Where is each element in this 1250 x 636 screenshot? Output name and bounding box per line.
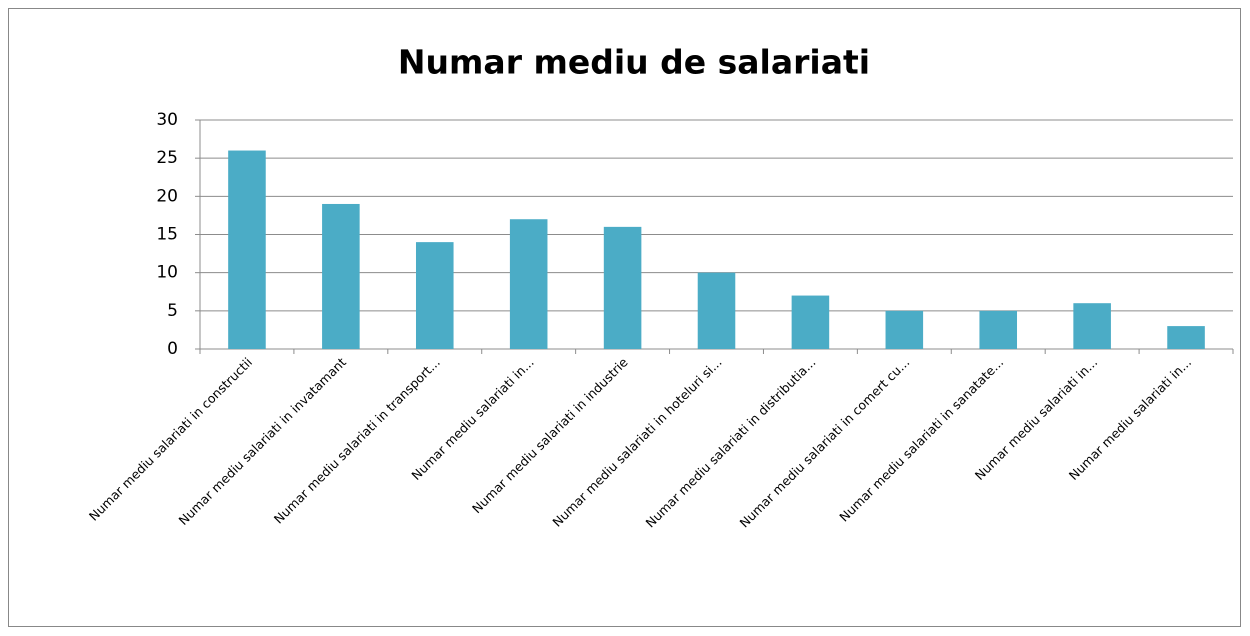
bar (979, 310, 1018, 349)
y-tick-label: 15 (156, 225, 178, 245)
bar (509, 219, 548, 349)
y-tick-label: 30 (156, 110, 178, 130)
y-tick-label: 25 (156, 148, 178, 168)
chart-title: Numar mediu de salariati (398, 43, 870, 82)
bar (322, 203, 360, 349)
bar (603, 226, 642, 349)
bar (228, 150, 266, 349)
bar (885, 310, 924, 349)
bar (1073, 303, 1111, 349)
bar (1167, 326, 1205, 349)
bar (415, 242, 454, 349)
y-tick-label: 5 (167, 301, 178, 321)
y-tick-label: 0 (167, 339, 178, 359)
y-tick-label: 20 (156, 186, 178, 206)
y-tick-label: 10 (156, 263, 178, 283)
bar (791, 295, 830, 349)
bar (697, 272, 736, 349)
